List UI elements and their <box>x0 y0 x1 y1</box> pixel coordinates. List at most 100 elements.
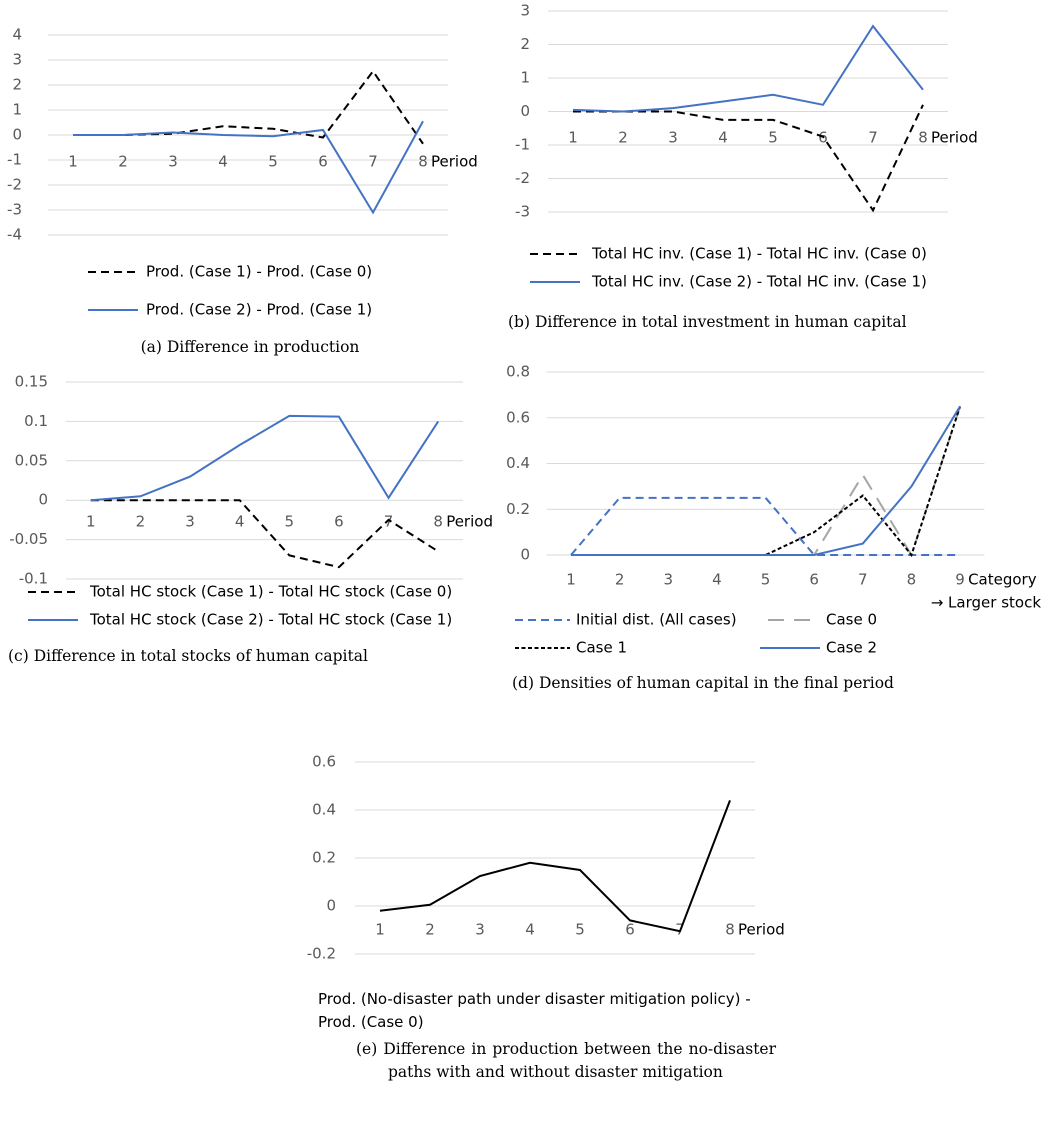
legend-label: Total HC stock (Case 2) - Total HC stock… <box>89 611 452 629</box>
y-tick-label: -0.05 <box>9 530 48 548</box>
y-tick-label: 0.2 <box>506 500 530 518</box>
caption: (c) Difference in total stocks of human … <box>8 647 368 665</box>
x-tick-label: 2 <box>136 513 146 531</box>
x-tick-label: 4 <box>718 129 728 147</box>
x-tick-label: 9 <box>955 571 965 589</box>
y-tick-label: 0 <box>12 126 22 144</box>
y-tick-label: -2 <box>7 176 22 194</box>
y-tick-label: 0.15 <box>15 373 48 391</box>
caption: (a) Difference in production <box>140 338 360 356</box>
y-tick-label: 0.6 <box>506 408 530 426</box>
y-tick-label: 1 <box>12 101 22 119</box>
y-tick-label: 3 <box>12 51 22 69</box>
legend-label: Prod. (No-disaster path under disaster m… <box>318 990 751 1031</box>
y-tick-label: 0 <box>326 897 336 915</box>
y-tick-label: 0.4 <box>506 454 530 472</box>
x-tick-label: 2 <box>615 571 625 589</box>
series-line <box>571 405 961 556</box>
x-axis-label: Period <box>446 513 493 531</box>
x-tick-label: 1 <box>68 153 78 171</box>
y-tick-label: 2 <box>520 35 530 53</box>
x-tick-label: 5 <box>761 571 771 589</box>
y-tick-label: -3 <box>7 201 22 219</box>
x-tick-label: 3 <box>475 921 485 939</box>
x-tick-label: 1 <box>86 513 96 531</box>
y-tick-label: 0.2 <box>312 849 336 867</box>
x-tick-label: 3 <box>668 129 678 147</box>
y-tick-label: 2 <box>12 76 22 94</box>
series-line <box>90 414 440 502</box>
x-tick-label: 7 <box>868 129 878 147</box>
series-line <box>379 800 731 933</box>
legend-label: Case 0 <box>826 611 877 629</box>
x-tick-label: 1 <box>375 921 385 939</box>
x-tick-label: 3 <box>664 571 674 589</box>
x-tick-label: 7 <box>384 513 394 531</box>
legend-label: Total HC inv. (Case 1) - Total HC inv. (… <box>591 245 927 263</box>
x-tick-label: 3 <box>168 153 178 171</box>
legend-label: Total HC inv. (Case 2) - Total HC inv. (… <box>591 273 927 291</box>
x-tick-label: 4 <box>525 921 535 939</box>
y-tick-label: 0.05 <box>15 451 48 469</box>
y-tick-label: 0.6 <box>312 753 336 771</box>
legend-label: Total HC stock (Case 1) - Total HC stock… <box>89 583 452 601</box>
x-tick-label: 2 <box>118 153 128 171</box>
y-tick-label: 0.4 <box>312 801 336 819</box>
series-line <box>73 69 424 145</box>
x-tick-label: 4 <box>218 153 228 171</box>
x-axis-label: Period <box>431 153 478 171</box>
x-axis-label: Period <box>738 921 785 939</box>
series-line <box>90 499 439 569</box>
x-tick-label: 6 <box>318 153 328 171</box>
y-tick-label: 0.1 <box>24 412 48 430</box>
annotation: → Larger stock <box>931 594 1042 612</box>
x-tick-label: 4 <box>235 513 245 531</box>
y-tick-label: -4 <box>7 226 22 244</box>
y-tick-label: -1 <box>7 151 22 169</box>
legend-label: Prod. (Case 2) - Prod. (Case 1) <box>146 301 372 319</box>
x-tick-label: 8 <box>907 571 917 589</box>
y-tick-label: -1 <box>515 136 530 154</box>
x-tick-label: 8 <box>918 129 928 147</box>
x-axis-label: Category <box>968 571 1037 589</box>
x-tick-label: 2 <box>618 129 628 147</box>
x-tick-label: 5 <box>268 153 278 171</box>
x-tick-label: 8 <box>725 921 735 939</box>
y-tick-label: -0.2 <box>307 945 336 963</box>
x-tick-label: 5 <box>768 129 778 147</box>
y-tick-label: -0.1 <box>19 570 48 588</box>
x-tick-label: 7 <box>368 153 378 171</box>
x-tick-label: 6 <box>334 513 344 531</box>
caption: (d) Densities of human capital in the fi… <box>512 674 894 692</box>
legend-label: Prod. (Case 1) - Prod. (Case 0) <box>146 263 372 281</box>
x-tick-label: 2 <box>425 921 435 939</box>
x-axis-label: Period <box>931 129 978 147</box>
x-tick-label: 4 <box>712 571 722 589</box>
legend-label: Initial dist. (All cases) <box>576 611 737 629</box>
y-tick-label: 0 <box>520 102 530 120</box>
x-tick-label: 3 <box>185 513 195 531</box>
x-tick-label: 5 <box>575 921 585 939</box>
y-tick-label: -2 <box>515 169 530 187</box>
x-tick-label: 1 <box>566 571 576 589</box>
y-tick-label: 0 <box>38 491 48 509</box>
caption: (b) Difference in total investment in hu… <box>508 313 907 331</box>
x-tick-label: 8 <box>418 153 428 171</box>
series-line <box>573 104 924 213</box>
x-tick-label: 7 <box>858 571 868 589</box>
series-line <box>73 120 424 215</box>
y-tick-label: 3 <box>520 2 530 20</box>
series-line <box>571 406 962 558</box>
y-tick-label: -3 <box>515 203 530 221</box>
series-line <box>572 24 924 113</box>
legend-label: Case 2 <box>826 639 877 657</box>
y-tick-label: 0.8 <box>506 363 530 381</box>
y-tick-label: 0 <box>520 546 530 564</box>
x-tick-label: 6 <box>625 921 635 939</box>
y-tick-label: 4 <box>12 26 22 44</box>
y-tick-label: 1 <box>520 69 530 87</box>
x-tick-label: 8 <box>433 513 443 531</box>
series-line <box>571 406 962 558</box>
